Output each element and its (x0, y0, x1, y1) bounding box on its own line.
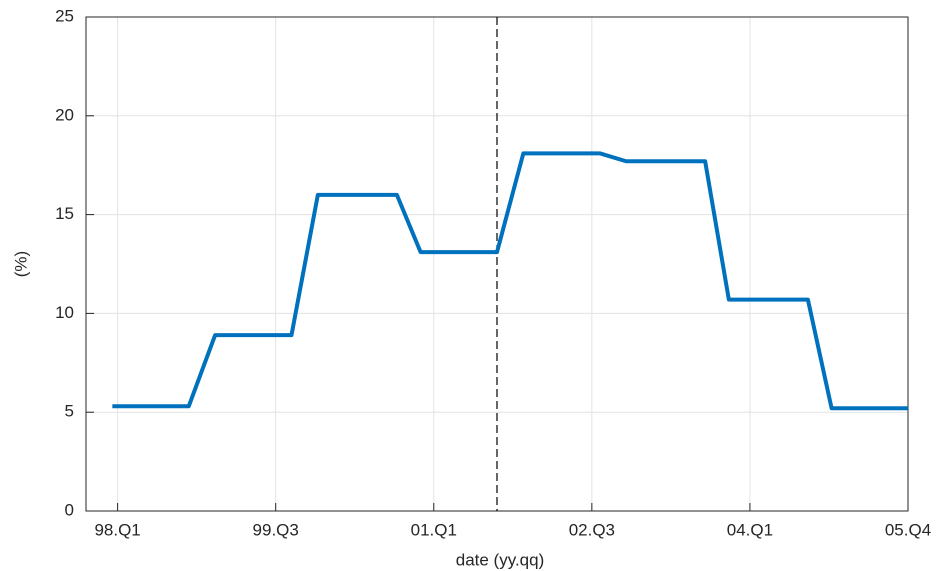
y-tick-label: 15 (55, 204, 74, 223)
x-tick-label: 02.Q3 (569, 520, 615, 539)
x-tick-label: 01.Q1 (411, 520, 457, 539)
x-tick-label: 99.Q3 (253, 520, 299, 539)
y-tick-label: 20 (55, 105, 74, 124)
y-axis-label: (%) (11, 251, 30, 277)
y-tick-label: 25 (55, 6, 74, 25)
x-axis-label: date (yy.qq) (456, 550, 545, 569)
y-tick-label: 0 (65, 500, 74, 519)
x-tick-label: 05.Q4 (885, 520, 931, 539)
x-tick-label: 04.Q1 (727, 520, 773, 539)
x-tick-label: 98.Q1 (94, 520, 140, 539)
y-tick-label: 5 (65, 402, 74, 421)
y-tick-label: 10 (55, 303, 74, 322)
data-line (112, 151, 908, 411)
